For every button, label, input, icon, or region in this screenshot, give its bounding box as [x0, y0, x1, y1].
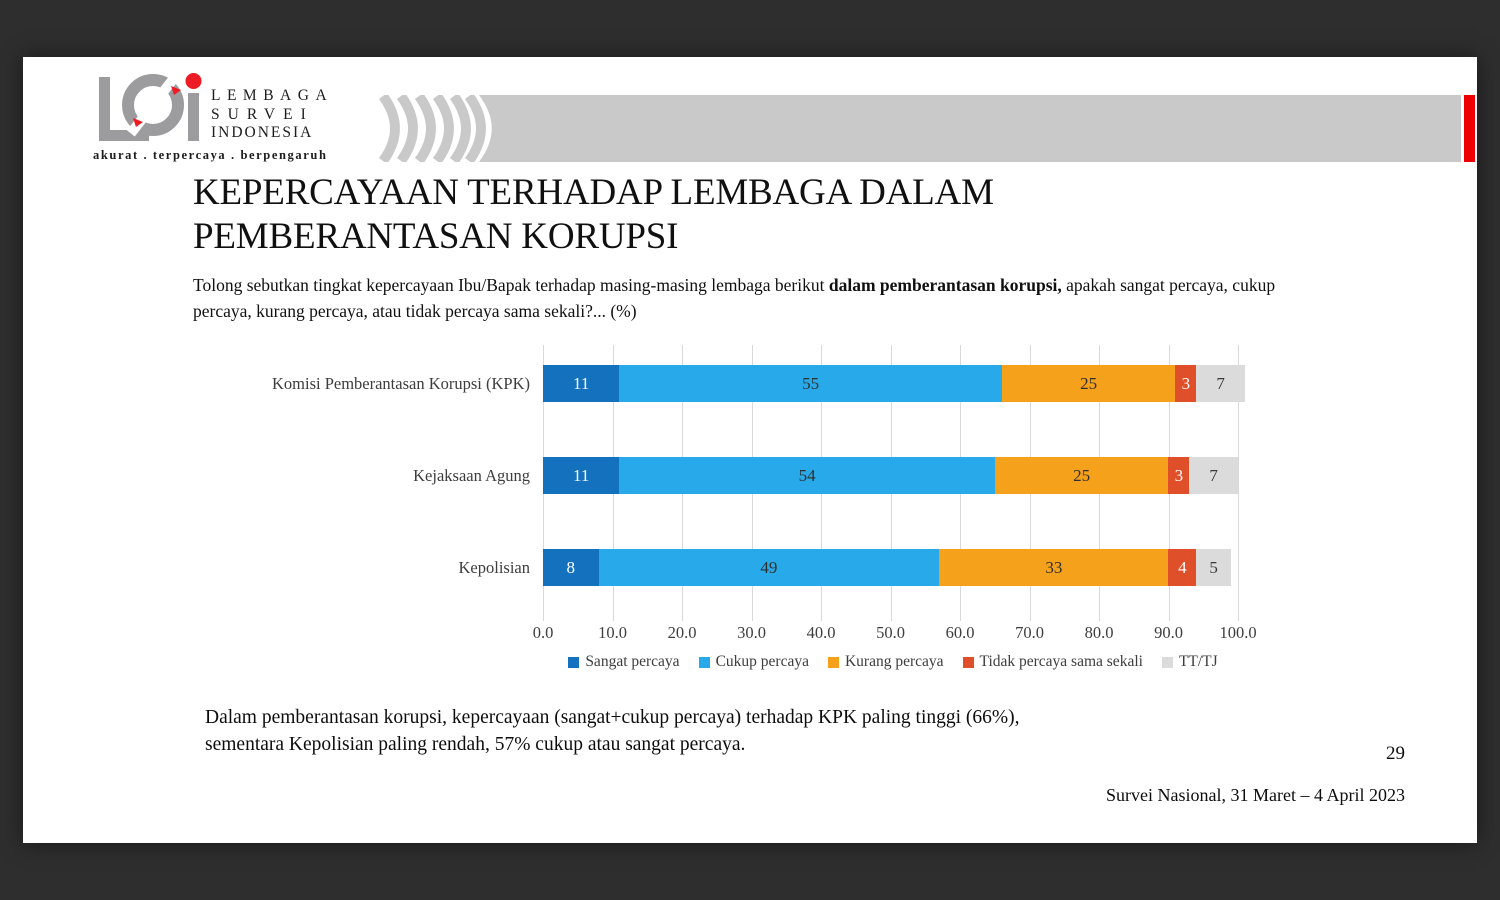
- page-title: KEPERCAYAAN TERHADAP LEMBAGA DALAM PEMBE…: [193, 171, 1293, 258]
- legend-label: Cukup percaya: [715, 653, 809, 670]
- bar-segment-label: 8: [566, 557, 576, 577]
- survey-date: Survei Nasional, 31 Maret – 4 April 2023: [1106, 785, 1405, 805]
- bar-segment: 54: [619, 457, 995, 494]
- bar-segment: 3: [1168, 457, 1190, 494]
- bar-segment-label: 33: [1045, 557, 1063, 577]
- legend-item: Sangat percaya: [568, 653, 680, 671]
- chart-legend: Sangat percaya Cukup percaya Kurang percay…: [493, 653, 1293, 671]
- row-label: Komisi Pemberantasan Korupsi (KPK): [271, 373, 530, 393]
- bar-segment-label: 7: [1216, 373, 1225, 393]
- bar-segment: 7: [1189, 457, 1238, 494]
- bar-segment-label: 5: [1209, 557, 1218, 577]
- bar-segment-label: 3: [1181, 373, 1191, 393]
- bar-segment: 7: [1196, 365, 1245, 402]
- bar-segment: 4: [1168, 549, 1197, 586]
- x-axis: 0.0 10.0 20.0 30.0 40.0 50.0 60.0 70.0 80.0 90.0 1…: [533, 623, 1257, 645]
- logo-text-line: LEMBAGA: [211, 87, 334, 104]
- bar-segment-label: 11: [573, 465, 590, 485]
- row-label: Kejaksaan Agung: [413, 465, 530, 485]
- bar-segment: 3: [1175, 365, 1197, 402]
- header-band: [378, 95, 1461, 162]
- x-tick-label: 10.0: [598, 623, 627, 642]
- legend-item: Tidak percaya sama sekali: [962, 653, 1143, 671]
- x-tick-label: 40.0: [806, 623, 836, 642]
- bar-segment: 25: [1001, 365, 1176, 402]
- logo-text-line: INDONESIA: [211, 124, 314, 141]
- legend-item: TT/TJ: [1161, 653, 1218, 671]
- chart-row-labels: Komisi Pemberantasan Korupsi (KPK) Kejaks…: [23, 345, 530, 621]
- bar-segment-label: 55: [802, 373, 820, 393]
- bar-segment: 25: [994, 457, 1169, 494]
- page-number: 29: [1386, 743, 1405, 764]
- x-tick-label: 50.0: [876, 623, 905, 642]
- bar-segment-label: 54: [798, 465, 816, 485]
- bar-segment-label: 11: [573, 373, 590, 393]
- chart-plot: 11 55 25 3 7 11 54 25 3 7 8 49 33 4 5: [543, 345, 1245, 621]
- bar-segment: 11: [543, 365, 620, 402]
- header-accent-bar: [1464, 95, 1475, 162]
- conclusion-note: Dalam pemberantasan korupsi, kepercayaan…: [205, 705, 1185, 758]
- legend-marker: [827, 656, 839, 668]
- bar-row: 11 55 25 3 7: [543, 365, 1245, 402]
- x-tick-label: 90.0: [1154, 623, 1183, 642]
- bar-segment-label: 25: [1080, 373, 1098, 393]
- bar-segment-label: 49: [760, 557, 778, 577]
- bar-segment: 8: [543, 549, 599, 586]
- page-title-line: PEMBERANTASAN KORUPSI: [193, 215, 679, 257]
- conclusion-note-line: Dalam pemberantasan korupsi, kepercayaan…: [205, 707, 1020, 728]
- bar-row: 8 49 33 4 5: [543, 549, 1232, 586]
- x-tick-label: 100.0: [1219, 623, 1257, 642]
- gridline: [1238, 345, 1239, 621]
- slide: LEMBAGA SURVEI INDONESIA akurat . terper…: [23, 57, 1477, 843]
- survey-question-part: dalam pemberantasan korupsi,: [828, 275, 1062, 295]
- stacked-bar-chart: Komisi Pemberantasan Korupsi (KPK) Kejaks…: [23, 57, 1477, 843]
- survey-question: Tolong sebutkan tingkat kepercayaan Ibu/…: [193, 273, 1278, 324]
- legend-label: Sangat percaya: [585, 653, 680, 670]
- bar-row: 11 54 25 3 7: [543, 457, 1238, 494]
- conclusion-note-line: sementara Kepolisian paling rendah, 57% …: [205, 733, 746, 755]
- bar-segment-label: 3: [1174, 465, 1184, 485]
- bar-segment: 33: [939, 549, 1169, 586]
- lsi-logo-icon: [99, 73, 202, 141]
- logo-text-line: SURVEI: [211, 105, 314, 123]
- legend-item: Cukup percaya: [698, 653, 809, 671]
- x-tick-label: 80.0: [1084, 623, 1114, 642]
- legend-marker: [568, 656, 580, 668]
- logo-tagline: akurat . terpercaya . berpengaruh: [93, 148, 328, 162]
- x-tick-label: 60.0: [945, 623, 975, 642]
- bar-segment: 49: [598, 549, 940, 586]
- legend-label: Tidak percaya sama sekali: [979, 653, 1143, 670]
- x-tick-label: 0.0: [532, 623, 554, 642]
- x-tick-label: 20.0: [667, 623, 697, 642]
- bar-segment-label: 25: [1073, 465, 1091, 485]
- bar-segment: 55: [619, 365, 1002, 402]
- page-title-line: KEPERCAYAAN TERHADAP LEMBAGA DALAM: [193, 172, 994, 213]
- legend-item: Kurang percaya: [827, 653, 944, 671]
- survey-question-part: apakah sangat percaya, cukup percaya, ku…: [193, 275, 1276, 321]
- bar-segment: 5: [1196, 549, 1232, 586]
- legend-marker: [698, 656, 710, 668]
- x-tick-label: 70.0: [1015, 623, 1044, 642]
- bar-segment: 11: [543, 457, 620, 494]
- legend-label: TT/TJ: [1178, 653, 1218, 670]
- x-tick-label: 30.0: [737, 623, 766, 642]
- bar-segment-label: 4: [1178, 557, 1187, 577]
- legend-label: Kurang percaya: [844, 653, 944, 670]
- row-label: Kepolisian: [458, 557, 531, 577]
- legend-marker: [1161, 656, 1173, 668]
- survey-question-part: Tolong sebutkan tingkat kepercayaan Ibu/…: [193, 275, 829, 295]
- bar-segment-label: 7: [1209, 465, 1218, 485]
- logo-text: LEMBAGA SURVEI INDONESIA: [211, 87, 333, 143]
- legend-marker: [962, 656, 974, 668]
